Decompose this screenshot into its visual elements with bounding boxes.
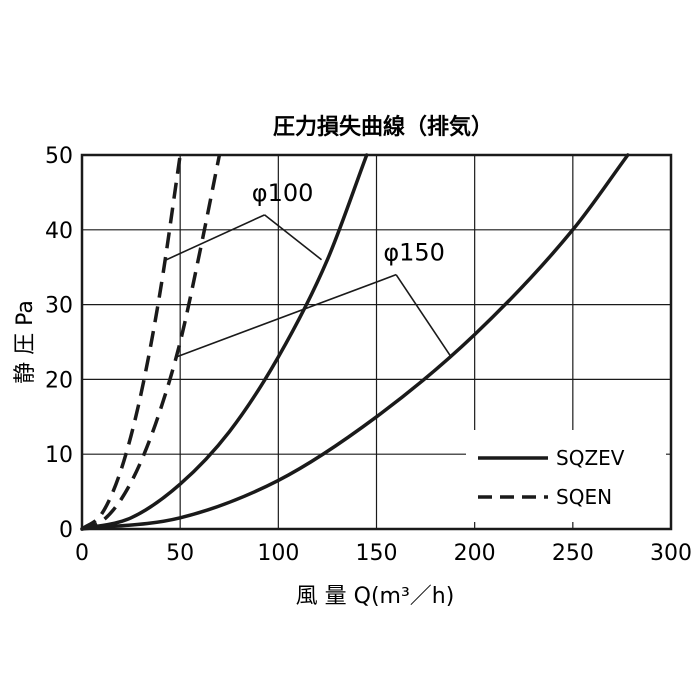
y-tick-label: 40 — [45, 219, 73, 244]
x-tick-label: 200 — [454, 541, 496, 566]
x-tick-label: 100 — [257, 541, 299, 566]
callouts: φ100 φ150 — [166, 179, 452, 358]
x-tick-label: 150 — [356, 541, 398, 566]
legend-label-sqen: SQEN — [556, 485, 612, 509]
x-tick-labels: 0 50 100 150 200 250 300 — [75, 541, 692, 566]
legend-label-sqzev: SQZEV — [556, 446, 625, 470]
legend-background — [466, 430, 666, 522]
callout-leader-0-1 — [264, 214, 323, 261]
series-line-sqen-2 — [80, 154, 182, 531]
callout-leader-1-1 — [395, 274, 452, 358]
x-tick-label: 0 — [75, 541, 89, 566]
series-line-sqzev-1 — [80, 153, 630, 531]
callout-leader-0-0 — [166, 214, 265, 261]
series-line-sqzev-0 — [80, 153, 369, 531]
y-tick-label: 20 — [45, 368, 73, 393]
x-tick-label: 50 — [166, 541, 194, 566]
x-tick-label: 250 — [552, 541, 594, 566]
series-curves — [80, 153, 630, 531]
chart-title: 圧力損失曲線（排気） — [273, 114, 493, 140]
y-axis-label: 静 圧 Pa — [13, 300, 38, 384]
y-tick-labels: 0 10 20 30 40 50 — [45, 144, 73, 543]
callout-label: φ100 — [252, 179, 314, 207]
legend: SQZEV SQEN — [466, 430, 666, 522]
y-tick-label: 30 — [45, 294, 73, 319]
y-tick-label: 50 — [45, 144, 73, 169]
y-tick-label: 0 — [59, 518, 73, 543]
callout-leader-1-0 — [175, 273, 397, 358]
y-tick-label: 10 — [45, 443, 73, 468]
x-axis-label: 風 量 Q(m³／h) — [296, 584, 455, 609]
plot-frame — [80, 153, 673, 531]
series-line-sqen-3 — [81, 154, 222, 531]
callout-label: φ150 — [383, 239, 445, 267]
x-tick-label: 300 — [650, 541, 692, 566]
